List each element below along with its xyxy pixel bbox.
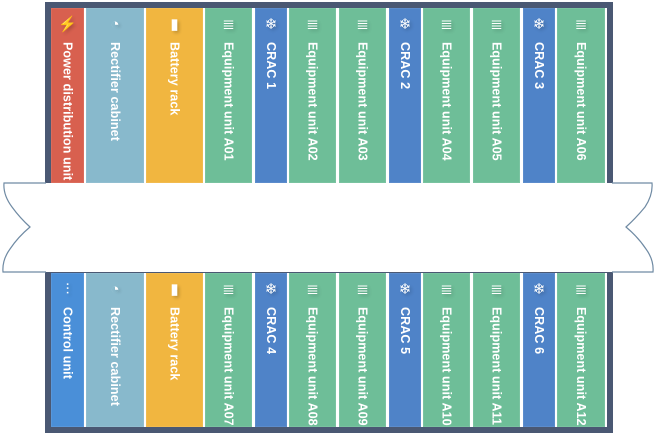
cabinet-equipment[interactable]: ≣ Equipment unit A04: [423, 8, 470, 183]
database-icon: ≣: [222, 281, 235, 298]
top-cabinet-row: ⚡ Power distribution unit ◔ Rectifier cabin…: [51, 8, 607, 183]
cabinet-label: Equipment unit A02: [305, 42, 320, 161]
cabinet-label: Equipment unit A08: [305, 307, 320, 426]
cabinet-label: CRAC 4: [264, 307, 278, 355]
cabinet-equipment[interactable]: ≣ Equipment unit A09: [339, 273, 386, 427]
battery-icon: ▮: [170, 16, 179, 33]
cabinet-label: CRAC 3: [532, 42, 546, 90]
snowflake-icon: ❄: [398, 281, 412, 298]
cabinet-equipment[interactable]: ≣ Equipment unit A08: [289, 273, 336, 427]
cabinet-control[interactable]: ⫶ Control unit: [51, 273, 84, 427]
left-corridor-flap: [2, 182, 46, 273]
cabinet-power[interactable]: ⚡ Power distribution unit: [51, 8, 84, 183]
battery-icon: ▮: [170, 281, 179, 298]
cabinet-label: Equipment unit A10: [439, 307, 454, 426]
cabinet-label: Battery rack: [167, 42, 182, 116]
database-icon: ≣: [306, 16, 319, 33]
cabinet-equipment[interactable]: ≣ Equipment unit A03: [339, 8, 386, 183]
cabinet-label: Equipment unit A09: [355, 307, 370, 426]
database-icon: ≣: [306, 281, 319, 298]
cabinet-battery[interactable]: ▮ Battery rack: [146, 273, 203, 427]
cabinet-equipment[interactable]: ≣ Equipment unit A06: [557, 8, 605, 183]
cabinet-equipment[interactable]: ≣ Equipment unit A11: [473, 273, 520, 427]
cabinet-crac[interactable]: ❄ CRAC 1: [255, 8, 287, 183]
cabinet-crac[interactable]: ❄ CRAC 2: [389, 8, 421, 183]
database-icon: ≣: [440, 281, 453, 298]
database-icon: ≣: [490, 281, 503, 298]
gauge-icon: ◔: [110, 16, 120, 33]
cabinet-equipment[interactable]: ≣ Equipment unit A10: [423, 273, 470, 427]
database-icon: ≣: [440, 16, 453, 33]
cabinet-crac[interactable]: ❄ CRAC 5: [389, 273, 421, 427]
database-icon: ≣: [356, 16, 369, 33]
cabinet-label: Equipment unit A04: [439, 42, 454, 161]
bottom-cabinet-row: ⫶ Control unit ◔ Rectifier cabinet ▮ Battery …: [51, 273, 607, 427]
cabinet-label: CRAC 5: [398, 307, 412, 355]
cabinet-battery[interactable]: ▮ Battery rack: [146, 8, 203, 183]
cabinet-label: Equipment unit A05: [489, 42, 504, 161]
database-icon: ≣: [356, 281, 369, 298]
cabinet-label: Equipment unit A03: [355, 42, 370, 161]
snowflake-icon: ❄: [264, 281, 278, 298]
cabinet-label: Control unit: [60, 307, 75, 380]
cabinet-label: CRAC 1: [264, 42, 278, 90]
cabinet-equipment[interactable]: ≣ Equipment unit A12: [557, 273, 605, 427]
cabinet-label: Equipment unit A06: [574, 42, 588, 161]
cabinet-label: CRAC 2: [398, 42, 412, 90]
cabinet-crac[interactable]: ❄ CRAC 6: [523, 273, 555, 427]
snowflake-icon: ❄: [532, 16, 546, 33]
cabinet-label: Power distribution unit: [60, 42, 75, 181]
database-icon: ≣: [490, 16, 503, 33]
database-icon: ≣: [222, 16, 235, 33]
gauge-icon: ◔: [110, 281, 120, 298]
cabinet-crac[interactable]: ❄ CRAC 3: [523, 8, 555, 183]
database-icon: ≣: [574, 281, 588, 298]
cabinet-rectifier[interactable]: ◔ Rectifier cabinet: [86, 8, 144, 183]
cabinet-label: Equipment unit A11: [489, 307, 504, 426]
snowflake-icon: ❄: [398, 16, 412, 33]
right-corridor-flap: [612, 182, 654, 273]
cabinet-equipment[interactable]: ≣ Equipment unit A07: [205, 273, 252, 427]
sliders-icon: ⫶: [65, 281, 70, 298]
snowflake-icon: ❄: [532, 281, 546, 298]
cabinet-label: Equipment unit A07: [221, 307, 236, 426]
cabinet-label: Rectifier cabinet: [108, 307, 122, 406]
cabinet-label: Equipment unit A12: [574, 307, 588, 426]
cabinet-equipment[interactable]: ≣ Equipment unit A01: [205, 8, 252, 183]
cabinet-crac[interactable]: ❄ CRAC 4: [255, 273, 287, 427]
lightning-icon: ⚡: [58, 16, 77, 33]
cabinet-rectifier[interactable]: ◔ Rectifier cabinet: [86, 273, 144, 427]
cabinet-label: Battery rack: [167, 307, 182, 381]
snowflake-icon: ❄: [264, 16, 278, 33]
cabinet-equipment[interactable]: ≣ Equipment unit A05: [473, 8, 520, 183]
cabinet-label: CRAC 6: [532, 307, 546, 355]
database-icon: ≣: [574, 16, 588, 33]
cabinet-label: Equipment unit A01: [221, 42, 236, 161]
cabinet-equipment[interactable]: ≣ Equipment unit A02: [289, 8, 336, 183]
cabinet-label: Rectifier cabinet: [108, 42, 122, 141]
